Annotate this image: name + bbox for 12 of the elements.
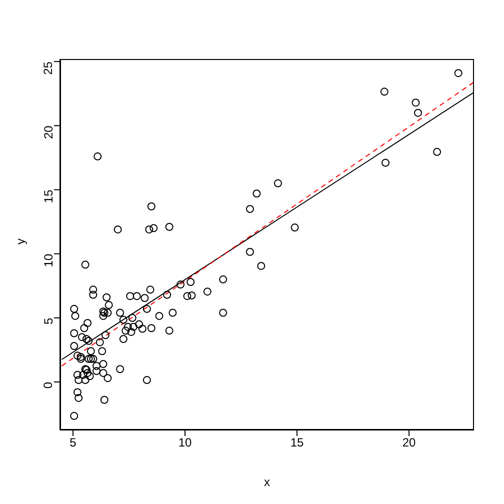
x-axis-title: x	[264, 475, 270, 489]
y-tick-label: 25	[41, 61, 56, 75]
x-tick-label: 10	[178, 436, 192, 450]
x-tick-label: 15	[290, 436, 304, 450]
y-axis-title: y	[13, 238, 28, 244]
y-tick-label: 10	[41, 253, 56, 268]
x-tick-label: 5	[70, 436, 77, 450]
y-tick-label: 5	[41, 318, 56, 325]
y-tick-label: 20	[41, 125, 56, 139]
y-tick-label: 15	[41, 189, 56, 204]
y-tick-label: 0	[41, 382, 56, 389]
x-tick-label: 20	[402, 436, 416, 450]
